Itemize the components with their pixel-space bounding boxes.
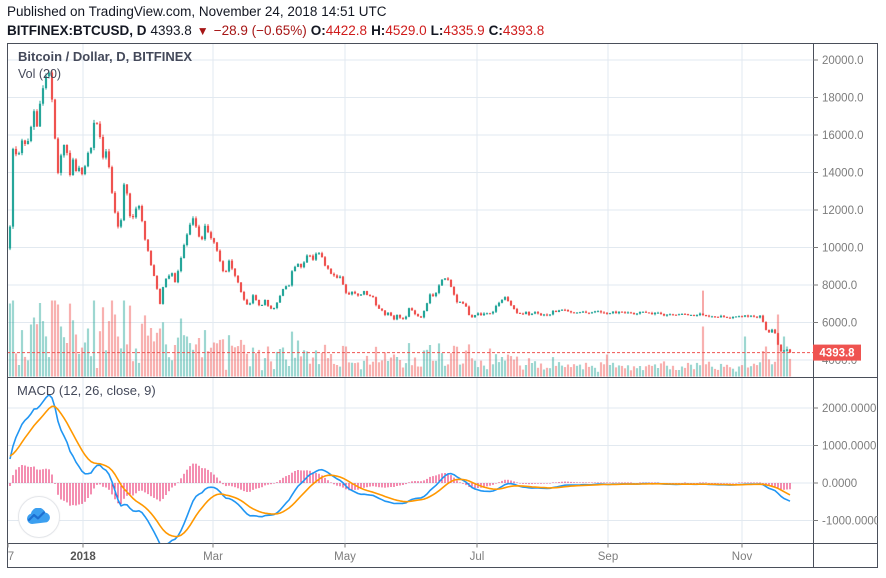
chart-widget: 20000.0 18000.0 16000.0 14000.0 12000.0 10000…	[7, 43, 878, 568]
tradingview-logo[interactable]	[18, 496, 60, 538]
open-label: O:	[310, 23, 326, 38]
time-axis[interactable]	[7, 543, 878, 568]
low-label: L:	[430, 23, 444, 38]
open-value: 4422.8	[325, 23, 368, 38]
svg-text:4393.8: 4393.8	[819, 348, 855, 360]
svg-text:May: May	[334, 551, 356, 563]
svg-text:20000.0: 20000.0	[822, 55, 864, 67]
chart-canvas: 20000.0 18000.0 16000.0 14000.0 12000.0 10000…	[7, 43, 878, 568]
svg-text:16000.0: 16000.0	[822, 130, 864, 142]
volume-bars	[8, 300, 792, 377]
svg-text:18000.0: 18000.0	[822, 93, 864, 105]
svg-text:Nov: Nov	[732, 551, 753, 563]
close-value: 4393.8	[502, 23, 545, 38]
ticker-symbol: BITFINEX:BTCUSD, D	[7, 23, 147, 38]
svg-text:2000.0000: 2000.0000	[822, 403, 876, 415]
ticker-change: −28.9 (−0.65%)	[213, 23, 307, 38]
candles	[8, 69, 792, 353]
svg-text:Sep: Sep	[598, 551, 618, 563]
price-axis-labels: 20000.0 18000.0 16000.0 14000.0 12000.0 10000…	[813, 55, 878, 528]
macd-histogram	[9, 463, 791, 506]
svg-text:7: 7	[8, 551, 14, 563]
macd-lines	[9, 393, 791, 543]
snapshot-header: Published on TradingView.com, November 2…	[7, 3, 544, 40]
svg-text:0.0000: 0.0000	[822, 478, 857, 490]
svg-text:1000.0000: 1000.0000	[822, 441, 876, 453]
svg-text:12000.0: 12000.0	[822, 205, 864, 217]
chart-frame	[7, 43, 878, 568]
svg-text:2018: 2018	[70, 551, 96, 563]
time-axis-labels: 7 2018 Mar May Jul Sep Nov	[7, 543, 753, 563]
high-value: 4529.0	[385, 23, 427, 38]
svg-text:6000.0: 6000.0	[822, 318, 857, 330]
published-line: Published on TradingView.com, November 2…	[7, 4, 387, 19]
macd-pane[interactable]	[7, 378, 813, 543]
macd-signal-line	[9, 405, 791, 538]
price-axis[interactable]	[813, 43, 878, 543]
svg-text:Jul: Jul	[470, 551, 485, 563]
high-label: H:	[371, 23, 386, 38]
svg-text:14000.0: 14000.0	[822, 168, 864, 180]
main-chart-pane[interactable]	[7, 43, 813, 377]
low-value: 4335.9	[443, 23, 485, 38]
close-label: C:	[488, 23, 503, 38]
cloud-logo-icon	[27, 508, 50, 524]
svg-text:8000.0: 8000.0	[822, 280, 857, 292]
svg-text:Mar: Mar	[203, 551, 223, 563]
svg-text:10000.0: 10000.0	[822, 243, 864, 255]
ticker-last-price: 4393.8	[150, 23, 192, 38]
gridlines	[7, 44, 813, 543]
ticker-line: BITFINEX:BTCUSD, D 4393.8 ▼ −28.9 (−0.65%) O…	[7, 22, 544, 40]
current-price-badge: 4393.8	[813, 344, 861, 361]
svg-text:-1000.0000: -1000.0000	[822, 516, 878, 528]
down-triangle-icon: ▼	[196, 24, 209, 38]
